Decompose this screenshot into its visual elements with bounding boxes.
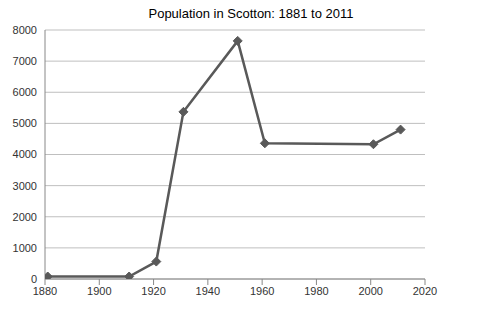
svg-text:6000: 6000 xyxy=(13,86,37,98)
svg-text:7000: 7000 xyxy=(13,55,37,67)
svg-text:2020: 2020 xyxy=(413,285,437,297)
svg-text:4000: 4000 xyxy=(13,148,37,160)
svg-text:1920: 1920 xyxy=(141,285,165,297)
svg-text:1960: 1960 xyxy=(250,285,274,297)
svg-text:1900: 1900 xyxy=(87,285,111,297)
svg-text:1000: 1000 xyxy=(13,242,37,254)
svg-text:8000: 8000 xyxy=(13,24,37,36)
svg-text:2000: 2000 xyxy=(13,211,37,223)
svg-text:0: 0 xyxy=(31,273,37,285)
svg-text:3000: 3000 xyxy=(13,180,37,192)
svg-text:2000: 2000 xyxy=(358,285,382,297)
svg-text:1980: 1980 xyxy=(304,285,328,297)
svg-text:1940: 1940 xyxy=(196,285,220,297)
html-text:Population in Scotton: 1881 to: Population in Scotton: 1881 to 2011 xyxy=(148,6,354,21)
svg-text:1880: 1880 xyxy=(33,285,57,297)
svg-text:5000: 5000 xyxy=(13,117,37,129)
